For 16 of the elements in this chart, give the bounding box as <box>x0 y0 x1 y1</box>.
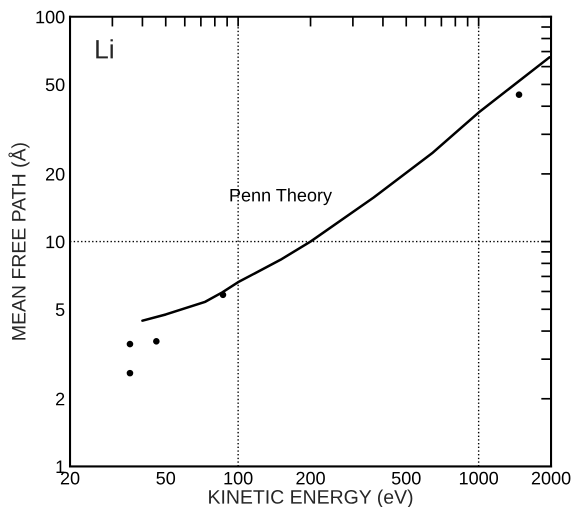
y-tick-label: 50 <box>46 78 64 92</box>
x-tick-label: 200 <box>296 472 325 485</box>
x-tick-label: 100 <box>224 472 252 485</box>
series-label: Penn Theory <box>230 188 332 206</box>
x-tick-label: 50 <box>156 472 176 485</box>
y-tick-label: 100 <box>36 10 64 24</box>
x-tick-label: 2000 <box>532 472 570 485</box>
y-tick-label: 2 <box>56 392 64 406</box>
y-axis-title: MEAN FREE PATH (Å) <box>8 143 30 340</box>
x-tick-label: 500 <box>392 472 421 485</box>
y-tick-label: 10 <box>46 236 64 248</box>
y-tick-label: 1 <box>56 460 64 473</box>
annotation: Li <box>96 39 113 58</box>
x-tick-label: 1000 <box>460 472 498 485</box>
y-tick-label: 20 <box>46 168 64 181</box>
y-tick-label: 5 <box>56 303 64 316</box>
